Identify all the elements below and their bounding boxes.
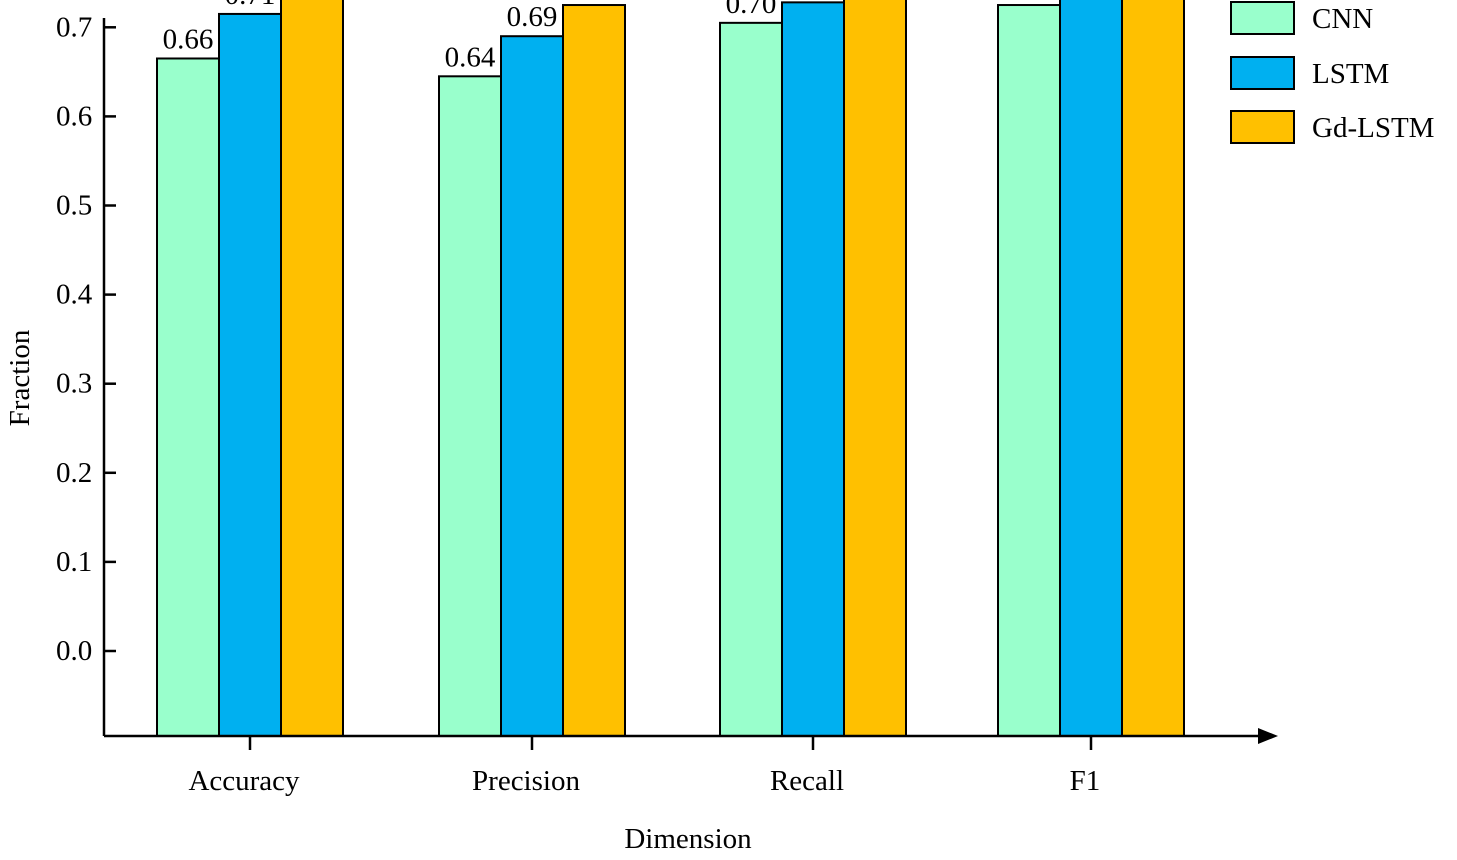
bar-gd-lstm-recall [843, 0, 907, 738]
y-tick-label: 0.0 [56, 635, 92, 667]
bar-cnn-recall [719, 21, 783, 738]
data-label-cnn-f1: 0.72 [1004, 0, 1055, 2]
y-tick-label: 0.5 [56, 190, 92, 222]
y-axis-title: Fraction [4, 329, 36, 426]
data-labels-layer: 0.660.710.730.640.690.720.700.720.740.72… [163, 0, 1055, 73]
data-label-cnn-accuracy: 0.66 [163, 23, 214, 55]
x-tick-label: F1 [1070, 765, 1101, 797]
x-tick-label: Precision [472, 765, 580, 797]
legend-label-gd-lstm: Gd-LSTM [1312, 112, 1434, 144]
bar-gd-lstm-precision [562, 4, 626, 737]
y-tick-label: 0.2 [56, 457, 92, 489]
legend-label-lstm: LSTM [1312, 58, 1389, 90]
bar-gd-lstm-accuracy [280, 0, 344, 737]
bar-cnn-accuracy [156, 57, 220, 738]
legend: CNN LSTM Gd-LSTM [1230, 1, 1434, 144]
data-label-cnn-precision: 0.64 [445, 41, 496, 73]
bar-lstm-accuracy [218, 12, 282, 738]
data-label-lstm-accuracy: 0.71 [225, 0, 276, 11]
y-tick-label: 0.4 [56, 279, 93, 311]
y-tick-label: 0.7 [56, 11, 92, 43]
x-ticks-layer: Accuracy Precision Recall F1 [188, 736, 1100, 797]
data-label-lstm-precision: 0.69 [507, 1, 558, 33]
y-ticks-layer: 0.0 0.1 0.2 0.3 0.4 0.5 0.6 0.7 [56, 11, 116, 667]
bars-layer [156, 0, 1185, 738]
legend-swatch-lstm [1230, 56, 1295, 90]
bar-gd-lstm-f1 [1121, 0, 1185, 738]
y-tick-label: 0.3 [56, 368, 92, 400]
legend-swatch-gd-lstm [1230, 110, 1295, 144]
x-axis-title: Dimension [624, 823, 752, 855]
x-axis-arrowhead [1258, 728, 1278, 744]
bar-lstm-f1 [1059, 0, 1123, 738]
x-tick-label: Accuracy [188, 765, 300, 797]
legend-label-cnn: CNN [1312, 3, 1373, 35]
data-label-cnn-recall: 0.70 [726, 0, 777, 20]
x-tick-label: Recall [770, 765, 844, 797]
y-tick-label: 0.6 [56, 100, 92, 132]
legend-swatch-cnn [1230, 1, 1295, 35]
data-label-gd-lstm-precision: 0.72 [569, 0, 620, 2]
bar-lstm-precision [500, 35, 564, 737]
bar-lstm-recall [781, 1, 845, 738]
y-tick-label: 0.1 [56, 546, 92, 578]
bar-cnn-f1 [997, 4, 1061, 737]
bar-cnn-precision [438, 75, 502, 738]
